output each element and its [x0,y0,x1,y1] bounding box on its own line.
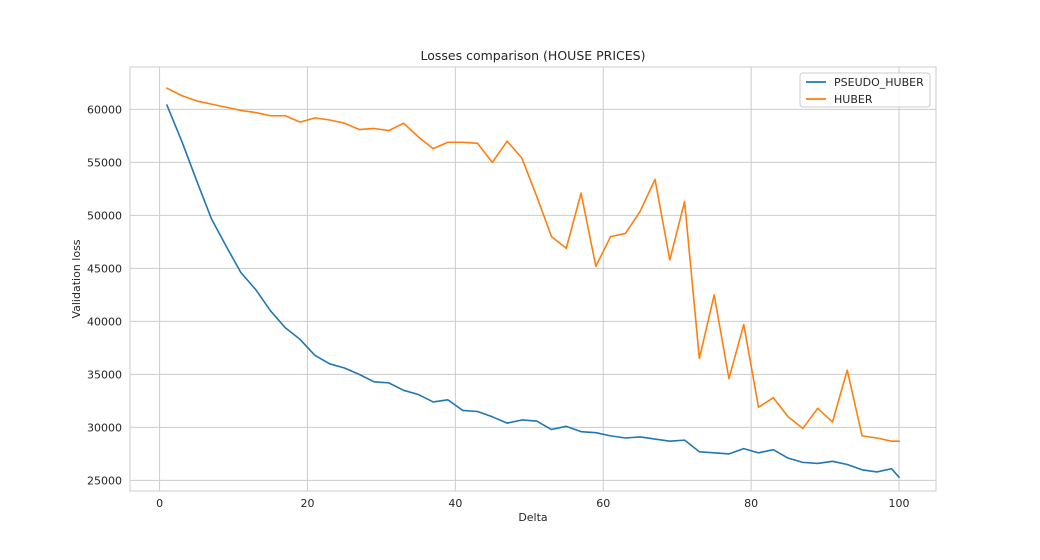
grid-lines [130,67,936,491]
legend-entry-label: PSEUDO_HUBER [834,76,924,89]
y-axis-label: Validation loss [70,239,83,318]
series-line-pseudo-huber [165,104,901,479]
y-tick-label: 30000 [87,421,122,434]
series-line-huber [165,87,900,442]
tick-labels: 0 20 40 60 80 100 25000 30000 35000 40000 45000 500… [87,103,910,510]
legend: PSEUDO_HUBER HUBER [799,72,931,108]
y-tick-label: 45000 [87,262,122,275]
x-tick-label: 100 [889,497,910,510]
legend-entry-label: HUBER [834,93,873,106]
x-tick-label: 40 [448,497,462,510]
y-tick-label: 55000 [87,156,122,169]
y-tick-label: 35000 [87,368,122,381]
x-axis-label: Delta [518,511,547,524]
series-lines [165,87,901,479]
x-tick-label: 60 [596,497,610,510]
plot-area-frame [129,66,937,492]
x-tick-label: 20 [300,497,314,510]
y-tick-label: 40000 [87,315,122,328]
y-tick-label: 50000 [87,209,122,222]
y-tick-label: 60000 [87,103,122,116]
chart-title: Losses comparison (HOUSE PRICES) [421,48,646,63]
x-tick-label: 80 [744,497,758,510]
legend-box [799,72,931,108]
y-tick-label: 25000 [87,474,122,487]
x-tick-label: 0 [156,497,163,510]
